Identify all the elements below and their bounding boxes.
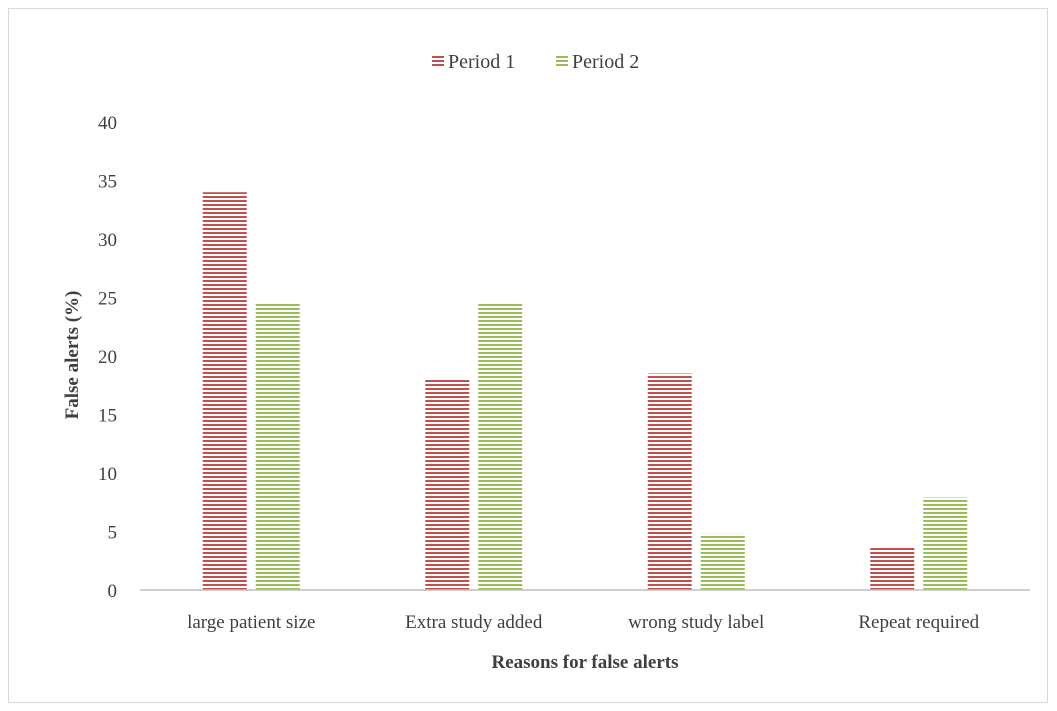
y-tick-label: 35: [98, 172, 117, 193]
bar-period-2-4: [923, 497, 968, 590]
bars: [202, 192, 968, 590]
legend-label: Period 2: [572, 51, 639, 73]
y-tick-label: 30: [98, 230, 117, 251]
legend-swatch-period-2: [556, 55, 568, 67]
legend-swatch-period-1: [432, 55, 444, 67]
bar-period-1-3: [647, 373, 692, 590]
y-tick-label: 10: [98, 464, 117, 485]
bar-period-1-1: [202, 192, 247, 590]
bar-period-1-2: [425, 379, 470, 590]
x-axis-title: Reasons for false alerts: [492, 652, 679, 673]
legend-label: Period 1: [448, 51, 515, 73]
bar-period-2-2: [478, 302, 523, 590]
x-category-label: Extra study added: [405, 612, 543, 633]
x-category-label: wrong study label: [628, 612, 764, 633]
bar-period-2-3: [700, 533, 745, 590]
y-tick-label: 25: [98, 289, 117, 310]
y-axis-title: False alerts (%): [62, 291, 83, 420]
y-tick-label: 20: [98, 347, 117, 368]
y-tick-label: 15: [98, 406, 117, 427]
y-axis-ticks: 0 5 10 15 20 25 30 35 40: [98, 113, 117, 602]
y-tick-label: 5: [108, 523, 118, 544]
y-tick-label: 0: [108, 581, 118, 602]
x-category-label: Repeat required: [858, 612, 979, 633]
legend: Period 1 Period 2: [432, 51, 639, 73]
x-axis-categories: large patient size Extra study added wrong…: [187, 612, 980, 633]
bar-period-1-4: [870, 547, 915, 590]
y-tick-label: 40: [98, 113, 117, 134]
bar-period-2-1: [255, 302, 300, 590]
x-category-label: large patient size: [187, 612, 315, 633]
